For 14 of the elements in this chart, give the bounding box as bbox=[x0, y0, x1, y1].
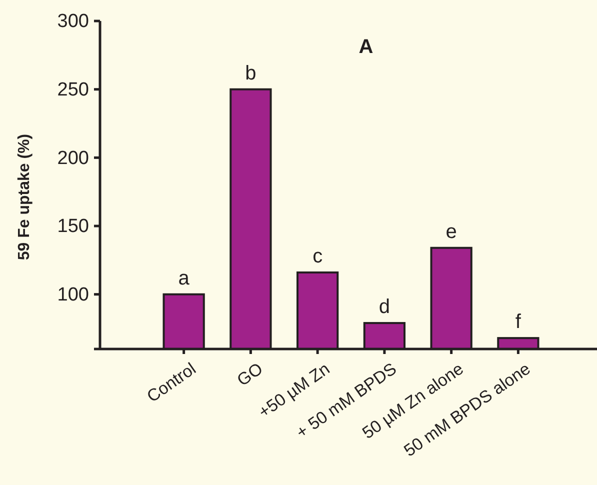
y-tick-label: 100 bbox=[57, 284, 89, 306]
y-axis-title: 59 Fe uptake (%) bbox=[16, 134, 33, 260]
y-tick-label: 200 bbox=[57, 148, 89, 169]
annotation: d bbox=[378, 296, 390, 318]
annotation: a bbox=[178, 267, 190, 290]
annotation: e bbox=[446, 220, 457, 243]
annotation: f bbox=[515, 311, 522, 334]
annotation: b bbox=[245, 62, 256, 84]
annotation: c bbox=[312, 245, 323, 268]
y-tick-label: 300 bbox=[57, 11, 89, 32]
y-tick-label: 250 bbox=[57, 79, 89, 100]
y-tick-label: 150 bbox=[57, 216, 89, 238]
x-tick-label: GO bbox=[234, 359, 266, 390]
text: A bbox=[358, 36, 374, 58]
